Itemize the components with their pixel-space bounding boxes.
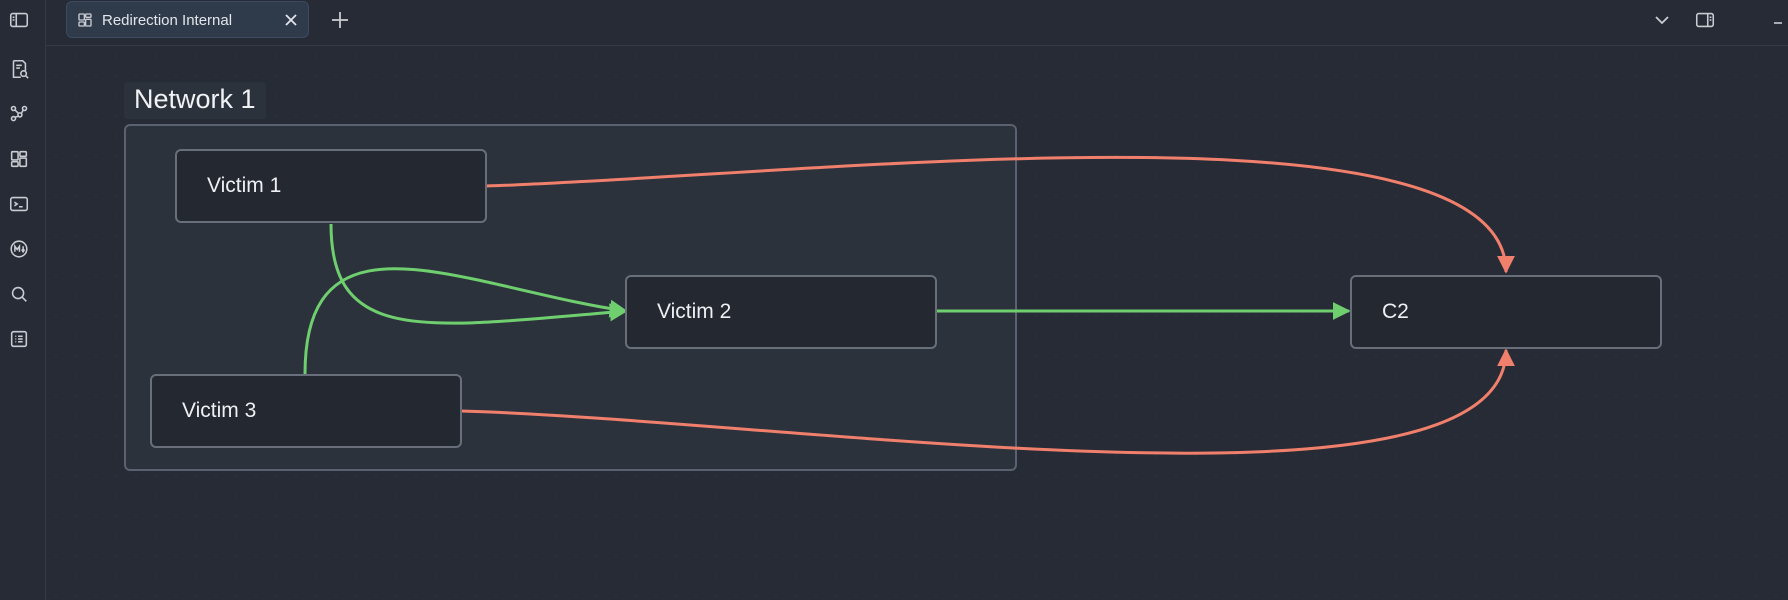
node-victim-1[interactable]: Victim 1 xyxy=(175,149,487,223)
node-victim-3[interactable]: Victim 3 xyxy=(150,374,462,448)
markdown-button[interactable] xyxy=(6,236,32,262)
node-label: C2 xyxy=(1382,300,1409,323)
group-label[interactable]: Network 1 xyxy=(124,82,266,119)
graph-view-icon xyxy=(10,105,28,122)
search-note-icon xyxy=(12,59,29,79)
list-button[interactable] xyxy=(6,326,32,352)
edge-victim1-c2[interactable] xyxy=(485,155,1515,274)
edge-victim3-c2[interactable] xyxy=(460,348,1515,455)
edge-victim1-victim2[interactable] xyxy=(329,223,628,325)
canvas-icon xyxy=(78,13,92,27)
sidebar-toggle-icon xyxy=(9,12,29,28)
search-icon xyxy=(11,286,27,302)
minimize-icon xyxy=(1774,22,1782,24)
close-icon xyxy=(285,14,297,26)
node-label: Victim 2 xyxy=(657,300,732,323)
markdown-icon xyxy=(10,240,28,258)
canvas-button[interactable] xyxy=(6,146,32,172)
node-label: Victim 3 xyxy=(182,399,257,422)
terminal-button[interactable] xyxy=(6,191,32,217)
plus-icon xyxy=(332,12,348,28)
search-button[interactable] xyxy=(6,281,32,307)
sidebar-toggle-button[interactable] xyxy=(6,7,32,33)
right-sidebar-icon xyxy=(1695,12,1715,28)
tab-title: Redirection Internal xyxy=(102,12,233,29)
terminal-icon xyxy=(9,196,29,212)
graph-view-button[interactable] xyxy=(6,101,32,127)
new-tab-button[interactable] xyxy=(328,8,352,32)
node-label: Victim 1 xyxy=(207,174,282,197)
tab-bar: Redirection Internal xyxy=(46,0,1788,46)
right-sidebar-toggle-button[interactable] xyxy=(1692,7,1718,33)
minimize-button[interactable] xyxy=(1768,8,1788,32)
edges-layer xyxy=(303,155,1515,455)
tab-close-button[interactable] xyxy=(282,11,300,29)
node-c2[interactable]: C2 xyxy=(1350,275,1662,349)
list-icon xyxy=(10,330,28,348)
edge-victim3-victim2[interactable] xyxy=(303,267,628,375)
search-notes-button[interactable] xyxy=(6,56,32,82)
chevron-down-icon xyxy=(1655,16,1669,25)
tab-redirection-internal[interactable]: Redirection Internal xyxy=(66,1,309,38)
canvas-icon xyxy=(10,150,28,168)
node-victim-2[interactable]: Victim 2 xyxy=(625,275,937,349)
tab-list-dropdown-button[interactable] xyxy=(1650,8,1674,32)
left-ribbon xyxy=(0,0,46,600)
canvas-view[interactable]: Network 1 Victim 1 xyxy=(46,46,1788,600)
